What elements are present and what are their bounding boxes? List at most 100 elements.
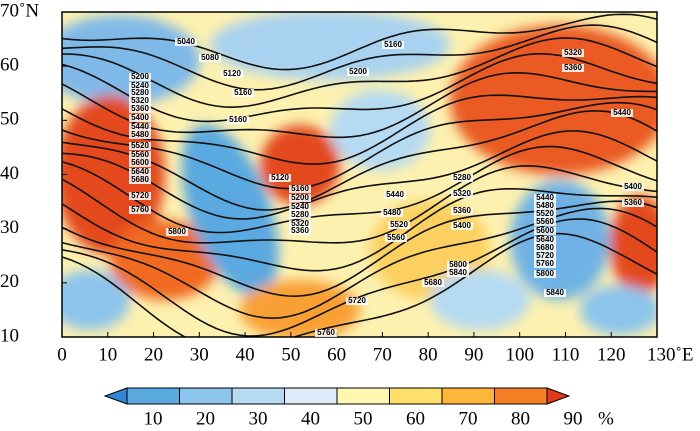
contour-label: 5400 [131,113,149,122]
contour-label: 5800 [536,269,554,278]
contour-label-bg [451,222,473,230]
contour-label: 5560 [131,150,149,159]
contour-label: 5080 [201,53,219,62]
contour-label-bg [129,82,151,90]
contour-label-bg [384,191,406,199]
contour-label: 5440 [613,108,631,117]
contour-label: 5360 [291,226,309,235]
x-tick-label: 70 [373,344,392,365]
contour-label: 5320 [564,48,582,57]
colorbar-label: 60 [406,408,425,429]
contour-label: 5720 [536,251,554,260]
contour-label: 5760 [131,205,149,214]
y-tick-label: 70˚N [0,0,39,21]
y-tick-label: 50 [0,109,19,130]
contour-label-bg [451,207,473,215]
colorbar-cell [126,387,180,405]
contour-label: 5680 [424,278,442,287]
x-tick-label: 20 [144,344,163,365]
contour-label: 5520 [131,141,149,150]
contour-label-bg [534,194,556,202]
contour-label-bg [382,41,404,49]
contour-label-bg [129,89,151,97]
x-tick-label: 0 [57,344,67,365]
contour-label-bg [289,227,311,235]
contour-label-bg [622,199,644,207]
contour-label: 5440 [536,193,554,202]
contour-line [62,232,657,337]
contour-line [62,207,657,320]
contour-label-bg [129,206,151,214]
contour-label-bg [166,228,188,236]
contour-label-bg [534,244,556,252]
contour-label-bg [129,192,151,200]
contour-label-bg [129,114,151,122]
contour-label: 5400 [624,182,642,191]
colorbar-unit: % [598,408,614,429]
contour-label-bg [129,151,151,159]
contour-label-bg [269,174,291,182]
contour-label-bg [129,168,151,176]
contour-label-bg [534,260,556,268]
contour-label-bg [289,211,311,219]
colorbar-cell [494,387,548,405]
contour-line [62,164,657,244]
contour-label-bg [451,174,473,182]
contour-label: 5360 [453,206,471,215]
contour-label: 5560 [387,233,405,242]
contour-label-bg [562,49,584,57]
contour-label-bg [534,270,556,278]
y-tick-label: 40 [0,163,19,184]
contour-label-bg [129,105,151,113]
contour-label: 5800 [449,260,467,269]
contour-label: 5360 [624,198,642,207]
contour-label: 5360 [131,104,149,113]
x-tick-label: 100 [505,344,534,365]
contour-label: 5280 [131,88,149,97]
contour-label-bg [232,89,254,97]
colorbar-label: 10 [144,408,163,429]
contour-label: 5200 [349,67,367,76]
contour-label: 5160 [291,184,309,193]
contour-label: 5200 [291,193,309,202]
x-tick-label: 120 [597,344,626,365]
colorbar-cell [441,387,495,405]
contour-label: 5560 [536,217,554,226]
colorbar-cell [389,387,443,405]
contour-label-bg [175,38,197,46]
contour-label-bg [289,185,311,193]
contour-label: 5320 [131,96,149,105]
contour-label: 5440 [386,190,404,199]
x-tick-label: 40 [236,344,255,365]
x-tick-label: 60 [327,344,346,365]
contour-line [62,94,657,165]
colorbar-label: 90 [564,408,583,429]
contour-label-bg [447,261,469,269]
colorbar-label: 20 [196,408,215,429]
contour-label: 5360 [564,63,582,72]
contour-label-bg [289,194,311,202]
contour-label-bg [346,297,368,305]
contour-label: 5840 [546,288,564,297]
contour-label: 5480 [536,201,554,210]
x-tick-label: 110 [552,344,580,365]
contour-label-bg [611,109,633,117]
contour-label: 5840 [449,268,467,277]
contour-label-bg [347,68,369,76]
colorbar-cell [179,387,233,405]
colorbar-end [546,387,571,405]
x-tick-label: 30 [190,344,209,365]
contour-label: 5200 [131,72,149,81]
contour-label-bg [451,190,473,198]
contour-label: 5800 [168,227,186,236]
colorbar-cell [284,387,338,405]
colorbar-end [103,387,128,405]
contour-label: 5280 [453,173,471,182]
x-tick-label: 10 [98,344,117,365]
contour-label: 5160 [229,115,247,124]
contour-label: 5040 [177,37,195,46]
contour-label: 5240 [291,202,309,211]
contour-label-bg [129,176,151,184]
contour-label: 5720 [131,191,149,200]
